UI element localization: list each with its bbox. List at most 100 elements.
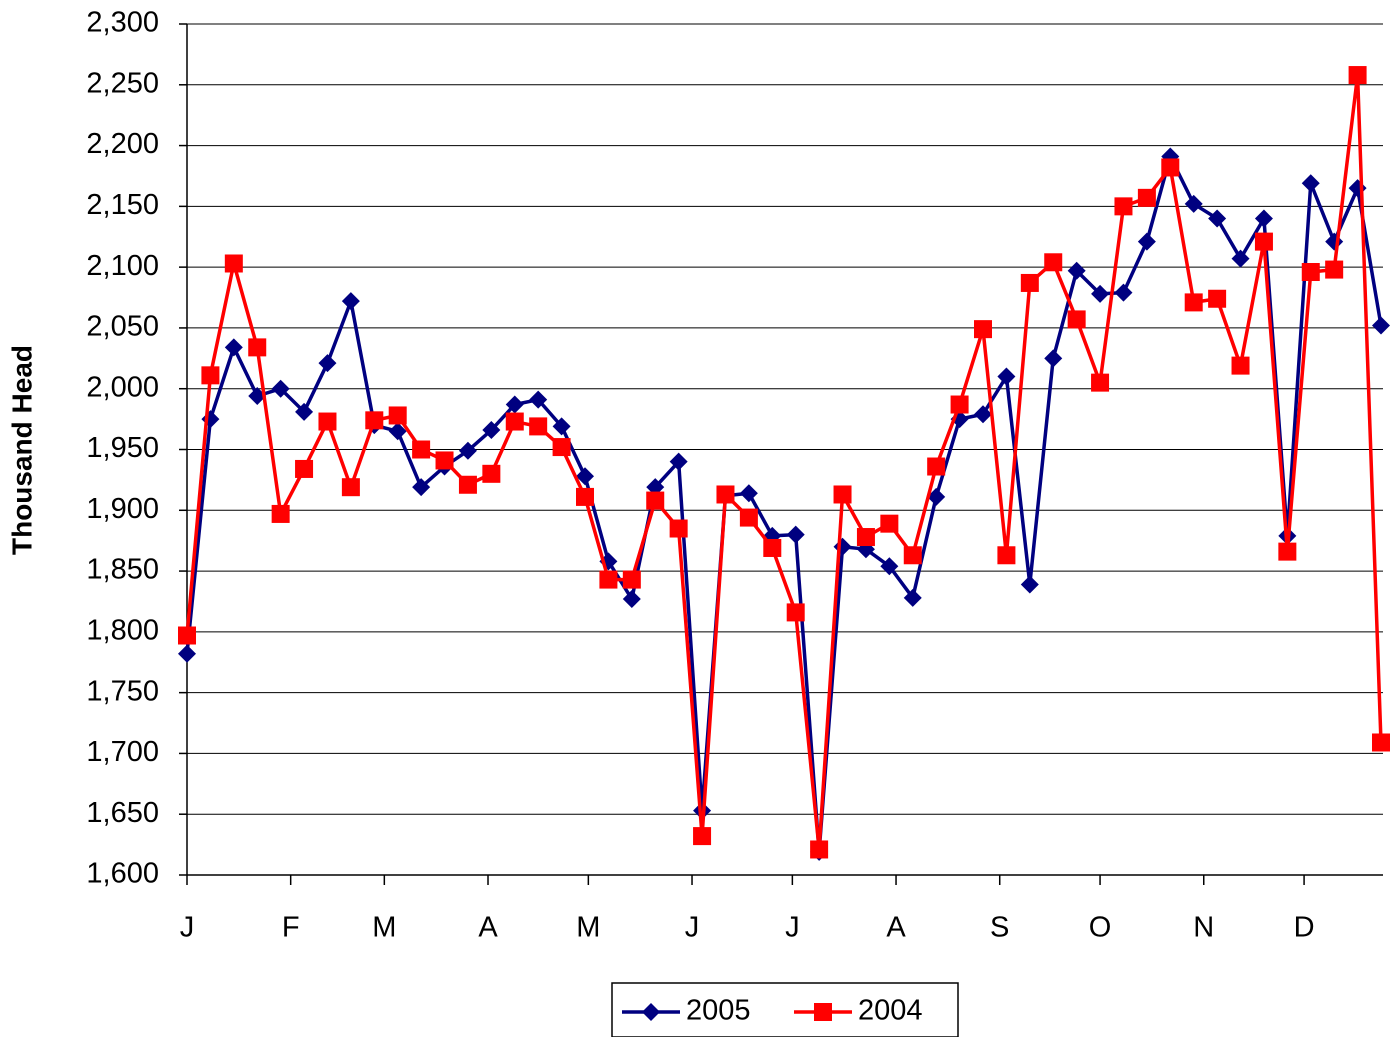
legend-label: 2004 (858, 995, 923, 1027)
x-tick-label: N (1193, 912, 1214, 944)
point (482, 464, 501, 483)
point (833, 485, 852, 504)
x-tick-label: J (785, 912, 800, 944)
x-tick-label: J (685, 912, 700, 944)
point (1091, 373, 1110, 392)
point (1161, 158, 1180, 177)
x-tick-label: J (180, 912, 195, 944)
point (505, 412, 524, 431)
point (1114, 283, 1133, 302)
point (974, 320, 992, 339)
y-tick-label: 1,800 (86, 615, 159, 647)
y-tick-label: 1,700 (86, 736, 159, 768)
point (833, 537, 852, 556)
point (1044, 349, 1063, 368)
point (295, 459, 314, 478)
point (927, 487, 946, 506)
point (1020, 273, 1039, 292)
point (1301, 174, 1320, 193)
y-tick-label: 1,900 (86, 493, 159, 525)
point (458, 441, 477, 460)
point (388, 422, 407, 441)
point (482, 421, 501, 440)
point (1325, 260, 1344, 279)
point (1020, 575, 1039, 594)
point (903, 588, 922, 607)
y-tick-label: 2,150 (86, 189, 159, 221)
point (786, 525, 805, 544)
legend-label: 2005 (686, 995, 751, 1027)
x-tick-label: A (886, 912, 906, 944)
point (271, 379, 290, 398)
point (1067, 261, 1086, 280)
point (642, 1003, 660, 1021)
x-tick-label: M (576, 912, 600, 944)
point (1372, 316, 1390, 335)
point (716, 485, 735, 504)
point (622, 590, 641, 609)
point (248, 338, 267, 357)
point (1325, 232, 1344, 251)
legend: 2005 2004 (611, 982, 959, 1037)
point (1348, 66, 1367, 85)
legend-box (611, 982, 959, 1037)
point (1184, 293, 1203, 312)
point (880, 557, 899, 576)
point (669, 452, 688, 471)
point (950, 395, 969, 414)
y-tick-label: 1,950 (86, 432, 159, 464)
y-tick-label: 1,850 (86, 554, 159, 586)
point (669, 519, 688, 538)
point (927, 457, 946, 476)
point (1091, 284, 1110, 303)
point (552, 417, 571, 436)
point (739, 508, 758, 527)
point (880, 514, 899, 533)
y-axis-title: Thousand Head (6, 345, 37, 555)
point (388, 406, 407, 425)
point (1137, 232, 1156, 251)
point (1254, 232, 1273, 251)
point (1184, 194, 1203, 213)
point (1231, 356, 1250, 375)
point (622, 570, 641, 589)
point (412, 478, 431, 497)
x-tick-label: M (372, 912, 396, 944)
point (505, 395, 524, 414)
point (224, 254, 243, 273)
point (856, 528, 875, 547)
point (318, 354, 337, 373)
point (1044, 253, 1063, 272)
y-tick-label: 2,100 (86, 250, 159, 282)
x-tick-label: A (478, 912, 498, 944)
point (178, 644, 196, 663)
point (903, 546, 922, 565)
series-line (185, 73, 1383, 852)
point (1348, 179, 1367, 198)
point (552, 438, 571, 457)
y-tick-label: 1,600 (86, 858, 159, 890)
point (997, 367, 1016, 386)
point (1254, 209, 1273, 228)
point (576, 467, 594, 486)
point (1372, 733, 1390, 752)
point (529, 417, 548, 436)
point (997, 546, 1016, 565)
point (1278, 542, 1297, 561)
point (576, 487, 594, 506)
y-tick-label: 2,050 (86, 311, 159, 343)
point (271, 504, 290, 523)
point (201, 366, 220, 385)
point (693, 827, 712, 846)
point (739, 484, 758, 503)
y-tick-label: 1,750 (86, 675, 159, 707)
point (786, 603, 805, 622)
x-tick-label: F (282, 912, 300, 944)
point (224, 338, 243, 357)
point (341, 478, 360, 497)
point (810, 840, 829, 859)
point (974, 405, 992, 424)
point (1231, 249, 1250, 268)
y-tick-label: 1,650 (86, 797, 159, 829)
